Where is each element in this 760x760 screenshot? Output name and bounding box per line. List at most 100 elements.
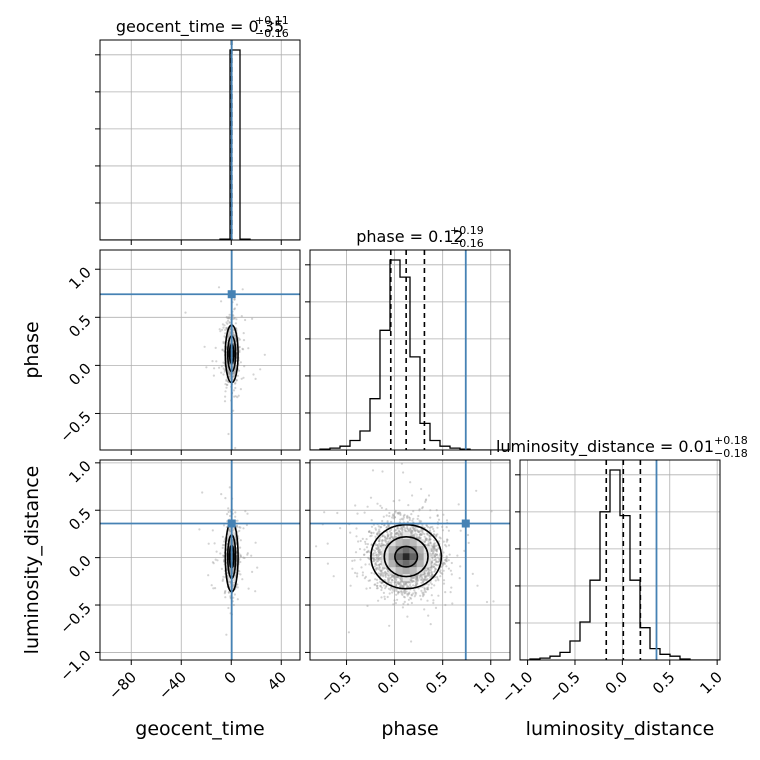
sample-point — [424, 539, 427, 542]
sample-point — [383, 524, 386, 527]
sample-point — [384, 537, 387, 540]
sample-point — [418, 509, 421, 512]
sample-point — [410, 532, 413, 535]
sample-point — [424, 569, 427, 573]
sample-point — [363, 511, 366, 514]
sample-point — [254, 377, 257, 380]
sample-point — [227, 510, 230, 514]
sample-point — [371, 557, 374, 560]
sample-point — [401, 528, 404, 531]
sample-point — [375, 568, 378, 571]
sample-point — [380, 543, 383, 546]
sample-point — [408, 517, 411, 520]
sample-point — [439, 537, 442, 540]
sample-point — [429, 574, 433, 578]
sample-point — [426, 571, 429, 575]
sample-point — [237, 337, 240, 340]
sample-point — [238, 350, 241, 354]
sample-point — [217, 286, 221, 289]
sample-point — [416, 529, 419, 532]
sample-point — [236, 374, 239, 377]
sample-point — [387, 525, 390, 528]
sample-point — [433, 548, 436, 551]
sample-point — [444, 543, 447, 547]
sample-point — [435, 549, 438, 552]
sample-point — [444, 559, 447, 562]
sample-point — [381, 519, 384, 523]
sample-point — [225, 378, 228, 381]
sample-point — [383, 567, 386, 570]
sample-point — [232, 333, 235, 337]
sample-point — [398, 582, 401, 585]
sample-point — [394, 576, 397, 579]
sample-point — [244, 318, 247, 322]
sample-point — [406, 594, 409, 597]
sample-point — [417, 574, 420, 577]
sample-point — [400, 462, 403, 465]
sample-point — [430, 567, 433, 570]
sample-point — [390, 532, 393, 535]
sample-point — [402, 516, 405, 519]
sample-point — [428, 536, 431, 539]
sample-point — [432, 545, 436, 548]
sample-point — [377, 556, 380, 559]
sample-point — [227, 591, 230, 594]
sample-point — [354, 551, 358, 554]
sample-point — [416, 576, 419, 580]
sample-point — [235, 525, 238, 528]
sample-point — [416, 580, 419, 583]
sample-point — [416, 582, 419, 585]
sample-point — [392, 515, 395, 518]
ylabel-phase: phase — [21, 321, 43, 378]
sample-point — [432, 547, 435, 550]
sample-point — [239, 546, 242, 549]
sample-point — [259, 368, 262, 371]
sample-point — [403, 583, 406, 587]
sample-point — [407, 592, 410, 595]
sample-point — [425, 498, 428, 501]
sample-point — [428, 572, 431, 576]
sample-point — [239, 388, 242, 391]
sample-point — [381, 534, 384, 538]
sample-point — [397, 591, 401, 594]
svg-text:luminosity_distance = 0.01: luminosity_distance = 0.01 — [496, 437, 714, 457]
sample-point — [387, 574, 390, 577]
sample-point — [425, 524, 428, 528]
sample-point — [433, 558, 436, 562]
sample-point — [234, 395, 237, 398]
sample-point — [424, 576, 427, 579]
sample-point — [406, 527, 409, 530]
sample-point — [386, 534, 389, 537]
sample-point — [384, 587, 387, 590]
sample-point — [397, 534, 400, 538]
sample-point — [435, 564, 438, 567]
sample-point — [399, 533, 402, 536]
sample-point — [436, 526, 439, 529]
sample-point — [438, 554, 441, 557]
sample-point — [233, 372, 236, 375]
sample-point — [364, 575, 367, 579]
sample-point — [238, 345, 241, 349]
sample-point — [384, 539, 388, 543]
sample-point — [424, 575, 427, 578]
svg-text:−0.18: −0.18 — [714, 447, 748, 460]
sample-point — [426, 532, 429, 536]
sample-point — [400, 517, 403, 521]
density-cell — [402, 567, 410, 575]
sample-point — [378, 568, 381, 571]
sample-point — [227, 316, 231, 319]
sample-point — [402, 514, 405, 518]
sample-point — [410, 640, 413, 643]
sample-point — [228, 371, 231, 374]
sample-point — [386, 531, 389, 534]
sample-point — [391, 516, 394, 519]
sample-point — [375, 554, 378, 557]
sample-point — [239, 560, 242, 564]
sample-point — [232, 603, 235, 607]
sample-point — [419, 533, 422, 536]
sample-point — [228, 529, 231, 532]
y-tick-label: −0.5 — [56, 599, 94, 637]
sample-point — [373, 549, 376, 553]
sample-point — [387, 581, 390, 584]
sample-point — [234, 381, 237, 384]
